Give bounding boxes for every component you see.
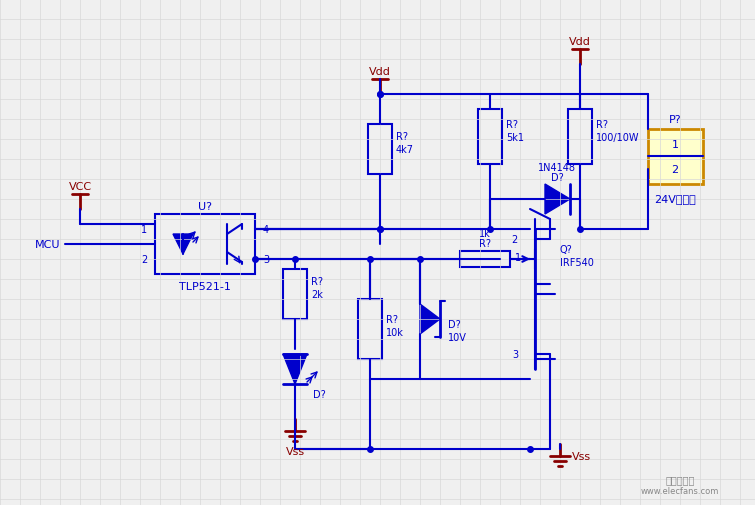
Text: R?: R? xyxy=(506,120,518,130)
Text: 4k7: 4k7 xyxy=(396,145,414,155)
Bar xyxy=(368,125,392,175)
Text: D?: D? xyxy=(550,173,563,183)
Text: Vss: Vss xyxy=(285,446,304,456)
Text: 2: 2 xyxy=(140,255,147,265)
Polygon shape xyxy=(420,305,440,334)
Text: 3: 3 xyxy=(263,255,269,265)
Text: 100/10W: 100/10W xyxy=(596,133,639,143)
Text: MCU: MCU xyxy=(35,239,60,249)
Bar xyxy=(568,110,592,165)
Text: 10V: 10V xyxy=(448,332,467,342)
Text: 1: 1 xyxy=(515,252,521,263)
Text: D?: D? xyxy=(313,389,325,399)
Bar xyxy=(478,110,502,165)
Text: Vss: Vss xyxy=(572,451,591,461)
Bar xyxy=(283,270,307,319)
Text: 4: 4 xyxy=(263,225,269,234)
Text: 1N4148: 1N4148 xyxy=(538,163,576,173)
Text: Vdd: Vdd xyxy=(569,37,591,47)
Polygon shape xyxy=(283,355,307,384)
Text: R?: R? xyxy=(596,120,608,130)
Text: 3: 3 xyxy=(512,349,518,359)
Polygon shape xyxy=(173,234,193,255)
Text: 1k: 1k xyxy=(479,229,491,238)
Text: P?: P? xyxy=(669,115,681,125)
Text: Vdd: Vdd xyxy=(369,67,391,77)
Text: R?: R? xyxy=(479,238,491,248)
Text: R?: R? xyxy=(311,276,323,286)
Text: 2k: 2k xyxy=(311,289,323,299)
Text: D?: D? xyxy=(448,319,461,329)
Text: IRF540: IRF540 xyxy=(560,258,594,268)
Text: R?: R? xyxy=(386,315,398,324)
Text: 10k: 10k xyxy=(386,327,404,337)
Text: Q?: Q? xyxy=(560,244,573,255)
Bar xyxy=(648,130,703,185)
Text: 2: 2 xyxy=(671,165,679,175)
Text: www.elecfans.com: www.elecfans.com xyxy=(641,486,720,495)
Bar xyxy=(460,251,510,268)
Text: 5k1: 5k1 xyxy=(506,133,524,143)
Text: VCC: VCC xyxy=(69,182,91,191)
Text: R?: R? xyxy=(396,132,408,142)
Text: U?: U? xyxy=(198,201,212,212)
Bar xyxy=(358,299,382,359)
Text: 1: 1 xyxy=(141,225,147,234)
Text: 1: 1 xyxy=(671,140,679,149)
Text: 24V电磁阀: 24V电磁阀 xyxy=(654,193,696,204)
Text: 2: 2 xyxy=(512,234,518,244)
Text: TLP521-1: TLP521-1 xyxy=(179,281,231,291)
Text: 电子发烧友: 电子发烧友 xyxy=(665,474,695,484)
Bar xyxy=(155,215,255,274)
Polygon shape xyxy=(545,185,570,215)
